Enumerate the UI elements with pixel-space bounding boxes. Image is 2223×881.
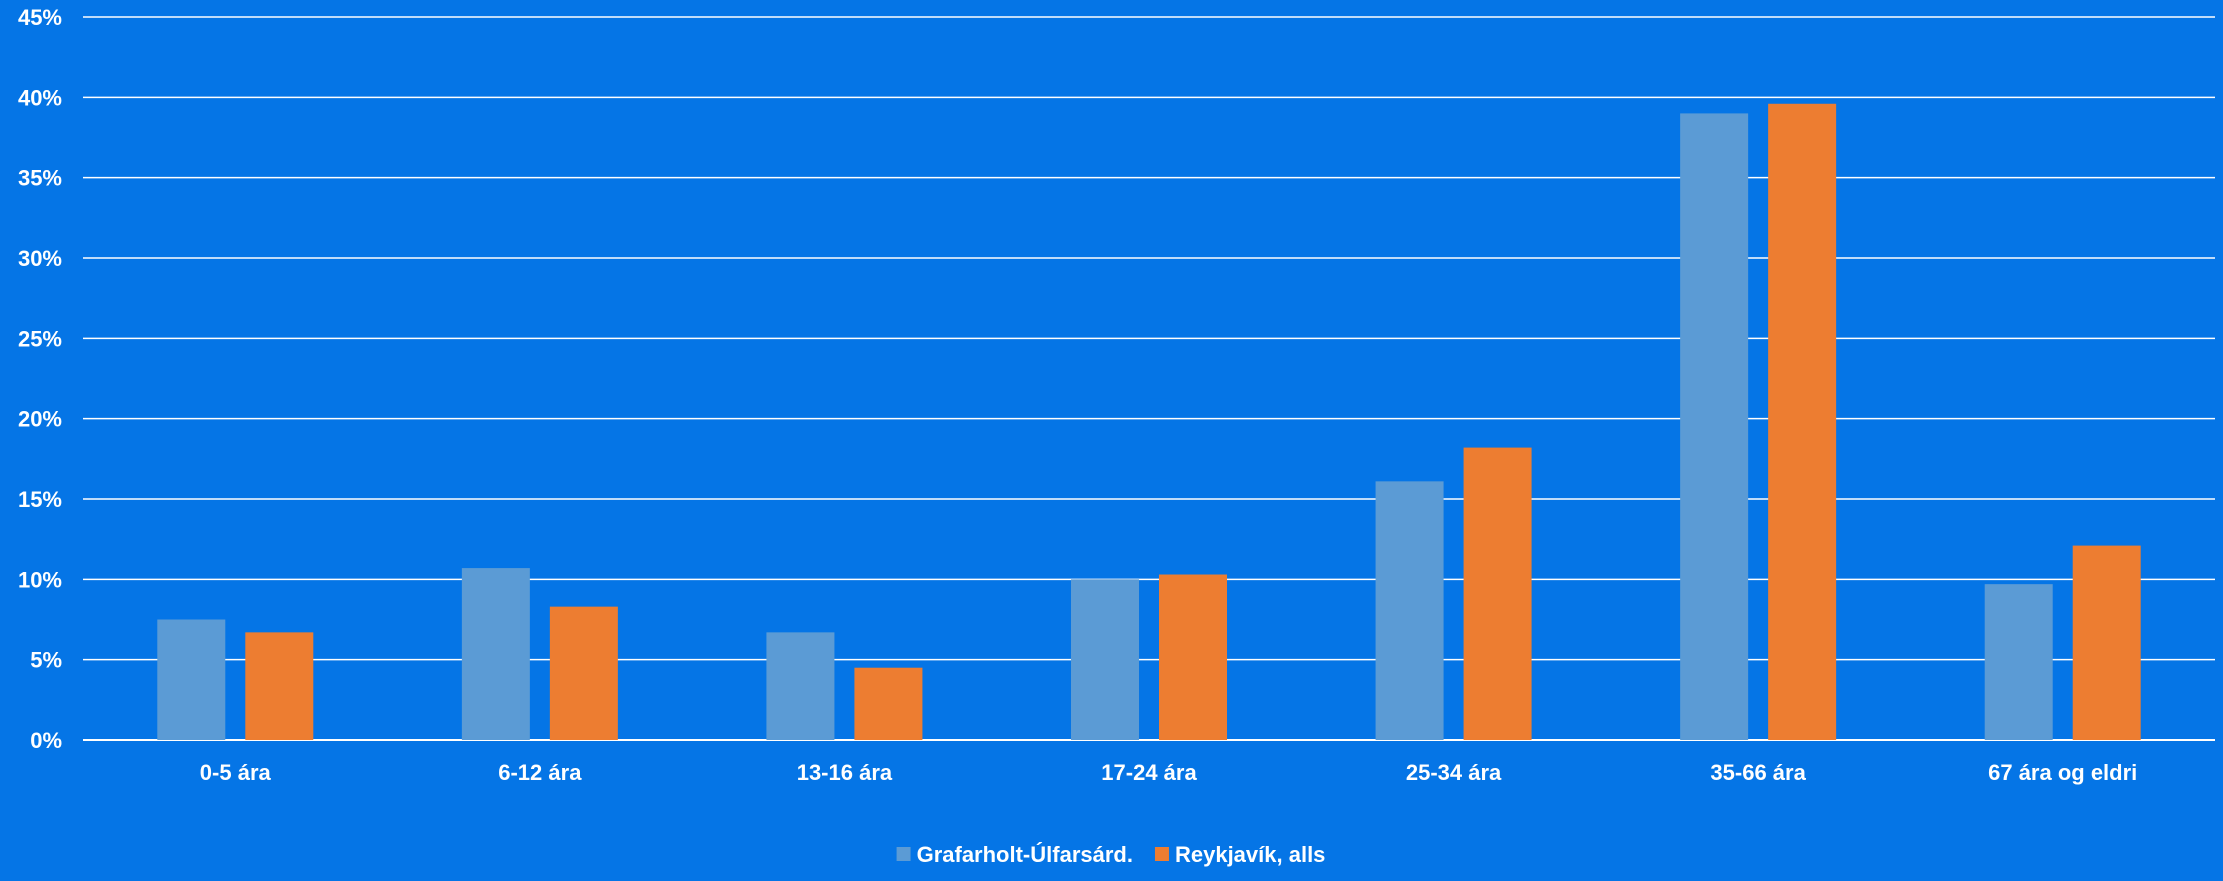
legend: Grafarholt-Úlfarsárd. Reykjavík, alls	[896, 842, 1325, 867]
y-tick-label: 30%	[18, 246, 62, 271]
bar-grafarholt	[157, 619, 226, 740]
bar-grafarholt	[461, 568, 530, 740]
bars	[157, 103, 2141, 740]
bar-grafarholt	[1071, 579, 1139, 740]
x-axis-tick-labels: 0-5 ára 6-12 ára 13-16 ára 17-24 ára 25-34 á…	[200, 760, 2137, 785]
y-tick-label: 25%	[18, 326, 62, 351]
y-tick-label: 10%	[18, 567, 62, 592]
y-tick-label: 0%	[30, 728, 62, 753]
bar-grafarholt	[766, 632, 835, 740]
y-tick-label: 45%	[18, 5, 62, 30]
x-tick-label: 35-66 ára	[1710, 760, 1806, 785]
y-tick-label: 15%	[18, 487, 62, 512]
y-axis-tick-labels: 0% 5% 10% 15% 20% 25% 30% 35% 40% 45%	[18, 5, 62, 753]
bar-reykjavik	[549, 606, 618, 740]
gridlines	[83, 16, 2215, 741]
x-tick-label: 17-24 ára	[1101, 760, 1197, 785]
y-tick-label: 35%	[18, 166, 62, 191]
legend-label: Grafarholt-Úlfarsárd.	[917, 842, 1133, 867]
y-tick-label: 40%	[18, 85, 62, 110]
x-tick-label: 0-5 ára	[200, 760, 272, 785]
bar-reykjavik	[245, 632, 314, 740]
bar-reykjavik	[1159, 574, 1227, 740]
y-tick-label: 5%	[30, 648, 62, 673]
x-tick-label: 13-16 ára	[797, 760, 893, 785]
bar-reykjavik	[2072, 545, 2141, 740]
x-tick-label: 67 ára og eldri	[1988, 760, 2137, 785]
bar-reykjavik	[854, 667, 923, 740]
y-tick-label: 20%	[18, 407, 62, 432]
x-tick-label: 25-34 ára	[1406, 760, 1502, 785]
bar-grafarholt	[1984, 584, 2053, 740]
bar-grafarholt	[1375, 481, 1444, 740]
bar-grafarholt	[1680, 113, 1749, 740]
bar-reykjavik	[1463, 447, 1532, 740]
bar-reykjavik	[1768, 103, 1837, 740]
legend-swatch	[1154, 847, 1169, 861]
legend-swatch	[896, 847, 911, 861]
x-tick-label: 6-12 ára	[498, 760, 582, 785]
legend-label: Reykjavík, alls	[1175, 842, 1325, 867]
